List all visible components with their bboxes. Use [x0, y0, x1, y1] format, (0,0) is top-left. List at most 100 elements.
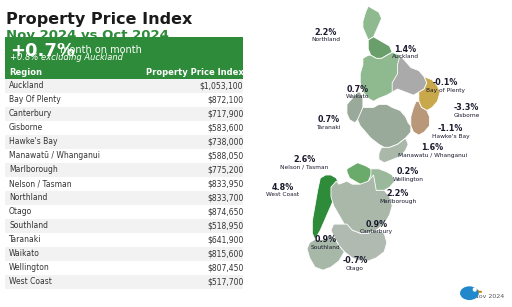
Text: Canterbury: Canterbury — [359, 229, 393, 234]
Bar — [5, 275, 243, 289]
Bar — [5, 205, 243, 219]
Text: Property Price Index: Property Price Index — [6, 12, 193, 27]
Text: $738,000: $738,000 — [207, 138, 243, 146]
Text: Northland: Northland — [311, 37, 340, 42]
Text: West Coast: West Coast — [266, 192, 300, 197]
Text: Marlborough: Marlborough — [379, 199, 416, 204]
Bar — [5, 219, 243, 233]
Text: Taranaki: Taranaki — [9, 235, 41, 244]
Text: West Coast: West Coast — [9, 278, 52, 286]
Text: 2.6%: 2.6% — [293, 155, 315, 164]
Text: 2.2%: 2.2% — [387, 189, 409, 198]
Text: 4.8%: 4.8% — [272, 183, 294, 192]
Polygon shape — [331, 224, 387, 261]
Polygon shape — [363, 6, 381, 40]
Text: $517,700: $517,700 — [207, 278, 243, 286]
Text: 0.9%: 0.9% — [314, 235, 337, 244]
Bar — [5, 135, 243, 149]
Polygon shape — [368, 37, 392, 58]
Polygon shape — [312, 175, 339, 239]
Text: Manawatu / Whanganui: Manawatu / Whanganui — [397, 153, 467, 157]
Bar — [5, 163, 243, 177]
Bar — [5, 233, 243, 247]
Text: 0.7%: 0.7% — [347, 84, 369, 94]
Text: $588,050: $588,050 — [207, 151, 243, 161]
Text: $807,450: $807,450 — [207, 263, 243, 273]
Text: Nelson / Tasman: Nelson / Tasman — [9, 180, 72, 188]
Text: Waikato: Waikato — [346, 94, 369, 99]
Text: Bay Of Plenty: Bay Of Plenty — [9, 95, 61, 104]
Bar — [5, 177, 243, 191]
Polygon shape — [411, 101, 430, 135]
Text: $833,700: $833,700 — [207, 193, 243, 203]
Polygon shape — [419, 77, 440, 111]
Text: Bay of Plenty: Bay of Plenty — [426, 88, 465, 93]
Text: Auckland: Auckland — [392, 54, 419, 59]
Text: 1.4%: 1.4% — [394, 45, 417, 54]
Text: Wellington: Wellington — [393, 177, 423, 182]
Text: Southland: Southland — [311, 245, 340, 250]
Polygon shape — [379, 138, 408, 163]
Circle shape — [474, 288, 476, 291]
Text: 0.9%: 0.9% — [365, 220, 387, 229]
Bar — [5, 247, 243, 261]
Text: -3.3%: -3.3% — [454, 103, 479, 112]
Text: Canterbury: Canterbury — [9, 110, 52, 119]
Text: Auckland: Auckland — [9, 81, 45, 91]
Text: $874,650: $874,650 — [207, 208, 243, 216]
Text: Wellington: Wellington — [9, 263, 50, 273]
Text: $775,200: $775,200 — [207, 165, 243, 174]
Text: -0.7%: -0.7% — [342, 256, 368, 266]
Text: Gisborne: Gisborne — [454, 113, 480, 118]
Text: 0.2%: 0.2% — [397, 167, 419, 177]
Text: Southland: Southland — [9, 221, 48, 231]
Bar — [5, 37, 243, 67]
Text: Region: Region — [9, 68, 42, 77]
Bar — [5, 79, 243, 93]
Text: 0.7%: 0.7% — [317, 115, 339, 124]
Text: 2.2%: 2.2% — [314, 28, 337, 37]
Text: Gisborne: Gisborne — [9, 123, 43, 133]
Polygon shape — [347, 92, 363, 123]
Text: Nov 2024: Nov 2024 — [474, 294, 504, 299]
Bar — [5, 66, 243, 79]
Ellipse shape — [460, 286, 479, 300]
Text: $833,950: $833,950 — [207, 180, 243, 188]
Text: $872,100: $872,100 — [207, 95, 243, 104]
Text: Taranaki: Taranaki — [316, 125, 340, 130]
Text: Northland: Northland — [9, 193, 48, 203]
Text: Manawatū / Whanganui: Manawatū / Whanganui — [9, 151, 100, 161]
Polygon shape — [307, 236, 344, 270]
Bar — [5, 93, 243, 107]
Polygon shape — [368, 169, 395, 190]
Text: Waikato: Waikato — [9, 250, 40, 258]
Bar — [5, 121, 243, 135]
Bar — [5, 149, 243, 163]
Text: 1.6%: 1.6% — [421, 143, 443, 152]
Text: +0.7%: +0.7% — [10, 42, 75, 60]
Polygon shape — [331, 175, 392, 233]
Polygon shape — [347, 163, 374, 184]
Text: $641,900: $641,900 — [207, 235, 243, 244]
Text: -1.1%: -1.1% — [438, 124, 463, 134]
Polygon shape — [392, 55, 427, 95]
Text: +0.8% excluding Auckland: +0.8% excluding Auckland — [10, 53, 123, 62]
Polygon shape — [360, 52, 411, 101]
Text: Hawke's Bay: Hawke's Bay — [432, 134, 470, 139]
Polygon shape — [357, 104, 411, 147]
Text: $717,900: $717,900 — [207, 110, 243, 119]
Bar — [5, 107, 243, 121]
Bar — [5, 261, 243, 275]
Bar — [5, 191, 243, 205]
Text: Property Price Index: Property Price Index — [145, 68, 243, 77]
Text: Marlborough: Marlborough — [9, 165, 58, 174]
Text: Hawke's Bay: Hawke's Bay — [9, 138, 57, 146]
Text: month on month: month on month — [60, 45, 142, 55]
Text: -0.1%: -0.1% — [433, 78, 458, 87]
Text: $583,600: $583,600 — [207, 123, 243, 133]
Text: $1,053,100: $1,053,100 — [200, 81, 243, 91]
Text: $518,950: $518,950 — [207, 221, 243, 231]
Text: Nelson / Tasman: Nelson / Tasman — [280, 165, 329, 170]
Text: $815,600: $815,600 — [207, 250, 243, 258]
Text: Otago: Otago — [346, 266, 364, 271]
